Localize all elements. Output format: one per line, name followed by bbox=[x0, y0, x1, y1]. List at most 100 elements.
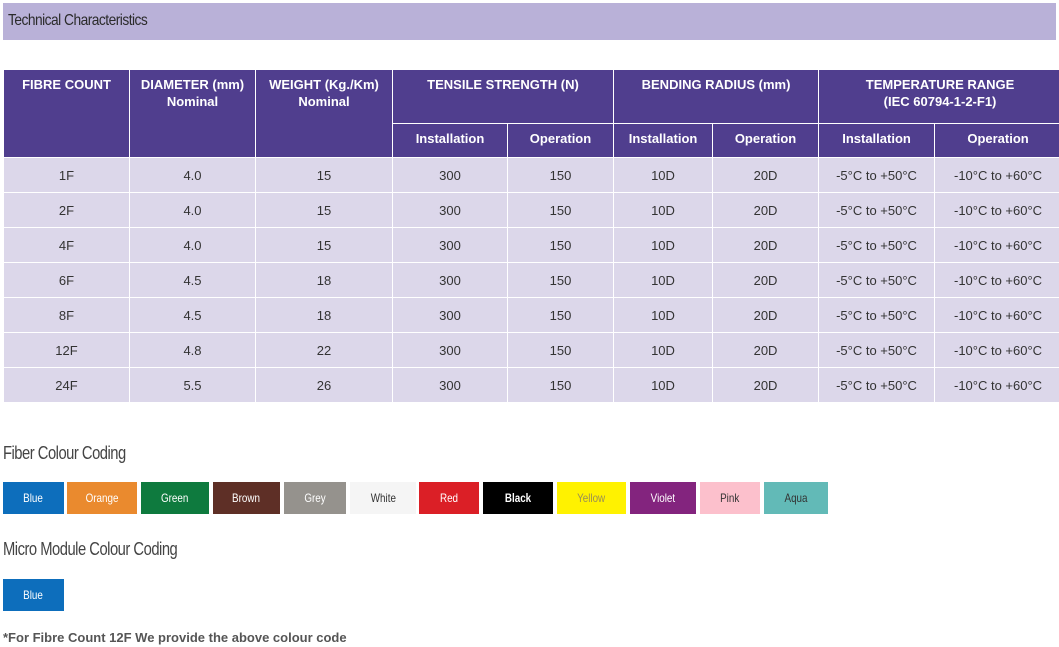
header-tensile-operation: Operation bbox=[506, 123, 615, 158]
table-cell: 8F bbox=[3, 297, 130, 333]
table-cell: 15 bbox=[255, 192, 393, 228]
swatch-label: Pink bbox=[720, 491, 740, 505]
table-cell: 300 bbox=[392, 332, 508, 368]
swatch-label: Blue bbox=[23, 588, 44, 602]
swatch-label: White bbox=[370, 491, 396, 505]
table-cell: 10D bbox=[613, 332, 714, 368]
swatch-label: Aqua bbox=[784, 491, 808, 505]
swatch-label: Green bbox=[161, 491, 189, 505]
table-cell: 4.5 bbox=[129, 262, 256, 298]
swatch-label: Red bbox=[439, 491, 459, 505]
swatch-label: Brown bbox=[232, 491, 261, 505]
table-cell: 26 bbox=[255, 367, 393, 403]
table-row: 4F 4.0 15 300 150 10D 20D -5°C to +50°C -10°C to… bbox=[3, 227, 1059, 263]
table-cell: 150 bbox=[506, 297, 615, 333]
table-cell: 10D bbox=[613, 262, 714, 298]
fiber-swatch-brown: Brown bbox=[213, 482, 280, 514]
table-cell: 20D bbox=[712, 262, 820, 298]
table-cell: -5°C to +50°C bbox=[818, 157, 936, 193]
header-bending-radius: BENDING RADIUS (mm) bbox=[613, 69, 820, 124]
table-cell: 24F bbox=[3, 367, 130, 403]
table-row: 6F 4.5 18 300 150 10D 20D -5°C to +50°C -10°C to… bbox=[3, 262, 1059, 298]
table-cell: 10D bbox=[613, 297, 714, 333]
table-cell: 150 bbox=[506, 192, 615, 228]
swatch-label: Blue bbox=[23, 491, 44, 505]
swatch-label: Orange bbox=[85, 491, 119, 505]
table-cell: 150 bbox=[506, 367, 615, 403]
table-cell: -10°C to +60°C bbox=[934, 262, 1059, 298]
table-cell: -5°C to +50°C bbox=[818, 192, 936, 228]
section-title: Technical Characteristics bbox=[8, 12, 148, 29]
table-cell: -10°C to +60°C bbox=[934, 367, 1059, 403]
table-cell: 10D bbox=[613, 367, 714, 403]
footnote: *For Fibre Count 12F We provide the abov… bbox=[3, 630, 347, 645]
table-cell: 12F bbox=[3, 332, 130, 368]
table-row: 24F 5.5 26 300 150 10D 20D -5°C to +50°C -10°C t… bbox=[3, 367, 1059, 403]
table-cell: 20D bbox=[712, 297, 820, 333]
header-tensile-installation: Installation bbox=[392, 123, 508, 158]
micro-swatch-blue: Blue bbox=[3, 579, 64, 611]
table-cell: -5°C to +50°C bbox=[818, 367, 936, 403]
table-row: 1F 4.0 15 300 150 10D 20D -5°C to +50°C -10°C to… bbox=[3, 157, 1059, 193]
table-cell: 4.5 bbox=[129, 297, 256, 333]
header-bending-installation: Installation bbox=[613, 123, 714, 158]
table-cell: 15 bbox=[255, 157, 393, 193]
fiber-swatch-green: Green bbox=[141, 482, 209, 514]
table-cell: 150 bbox=[506, 262, 615, 298]
table-row: 12F 4.8 22 300 150 10D 20D -5°C to +50°C -10°C t… bbox=[3, 332, 1059, 368]
table-cell: 300 bbox=[392, 367, 508, 403]
table-cell: 150 bbox=[506, 227, 615, 263]
fiber-swatch-red: Red bbox=[419, 482, 479, 514]
table-cell: 150 bbox=[506, 332, 615, 368]
table-cell: -10°C to +60°C bbox=[934, 192, 1059, 228]
header-temperature-range: TEMPERATURE RANGE (IEC 60794-1-2-F1) bbox=[818, 69, 1059, 124]
micro-module-title: Micro Module Colour Coding bbox=[3, 539, 178, 559]
table-cell: 300 bbox=[392, 262, 508, 298]
fiber-swatch-orange: Orange bbox=[67, 482, 137, 514]
table-cell: 4.0 bbox=[129, 192, 256, 228]
header-diameter: DIAMETER (mm) Nominal bbox=[129, 69, 256, 158]
table-cell: 300 bbox=[392, 297, 508, 333]
table-cell: 2F bbox=[3, 192, 130, 228]
header-fibre-count: FIBRE COUNT bbox=[3, 69, 130, 158]
table-cell: 20D bbox=[712, 157, 820, 193]
header-weight: WEIGHT (Kg./Km) Nominal bbox=[255, 69, 393, 158]
fiber-swatch-aqua: Aqua bbox=[764, 482, 828, 514]
fiber-swatch-yellow: Yellow bbox=[557, 482, 626, 514]
header-tensile-strength: TENSILE STRENGTH (N) bbox=[391, 69, 615, 124]
table-cell: -5°C to +50°C bbox=[818, 297, 936, 333]
fiber-swatch-violet: Violet bbox=[630, 482, 696, 514]
table-cell: 4F bbox=[3, 227, 130, 263]
swatch-label: Violet bbox=[650, 491, 676, 505]
table-cell: -10°C to +60°C bbox=[934, 332, 1059, 368]
table-cell: 4.0 bbox=[129, 157, 256, 193]
table-cell: 300 bbox=[392, 227, 508, 263]
table-cell: -5°C to +50°C bbox=[818, 332, 936, 368]
table-cell: 20D bbox=[712, 332, 820, 368]
table-cell: 10D bbox=[613, 227, 714, 263]
table-cell: 20D bbox=[712, 227, 820, 263]
table-cell: -5°C to +50°C bbox=[818, 262, 936, 298]
swatch-label: Yellow bbox=[577, 491, 606, 505]
fiber-colour-title: Fiber Colour Coding bbox=[3, 443, 126, 463]
table-cell: 5.5 bbox=[129, 367, 256, 403]
table-cell: 4.0 bbox=[129, 227, 256, 263]
table-row: 8F 4.5 18 300 150 10D 20D -5°C to +50°C -10°C to… bbox=[3, 297, 1059, 333]
table-cell: 4.8 bbox=[129, 332, 256, 368]
table-cell: 150 bbox=[506, 157, 615, 193]
table-cell: -10°C to +60°C bbox=[934, 297, 1059, 333]
header-temp-installation: Installation bbox=[818, 123, 936, 158]
header-bending-operation: Operation bbox=[712, 123, 820, 158]
table-cell: 6F bbox=[3, 262, 130, 298]
table-cell: 18 bbox=[255, 297, 393, 333]
table-cell: 300 bbox=[392, 192, 508, 228]
swatch-label: Black bbox=[504, 491, 532, 505]
table-cell: 22 bbox=[255, 332, 393, 368]
fiber-swatch-white: White bbox=[350, 482, 416, 514]
table-cell: 10D bbox=[613, 192, 714, 228]
fiber-swatch-grey: Grey bbox=[284, 482, 346, 514]
table-cell: -5°C to +50°C bbox=[818, 227, 936, 263]
table-cell: 300 bbox=[392, 157, 508, 193]
header-temp-operation: Operation bbox=[934, 123, 1059, 158]
section-header: Technical Characteristics bbox=[3, 3, 1056, 40]
